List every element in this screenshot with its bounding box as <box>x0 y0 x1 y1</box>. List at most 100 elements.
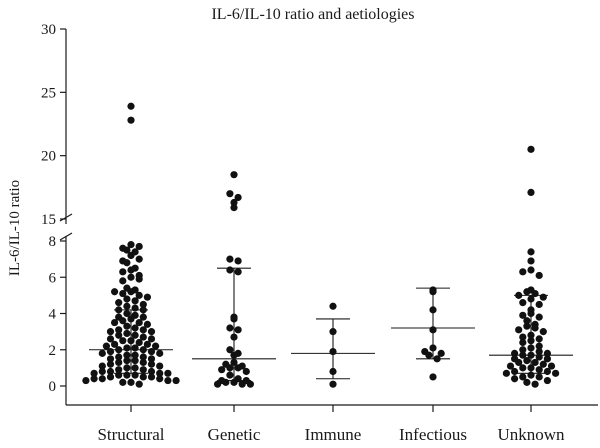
y-tick-label: 25 <box>41 85 56 101</box>
data-point <box>429 373 437 381</box>
data-point <box>139 306 147 314</box>
data-point <box>156 362 164 370</box>
data-point <box>535 335 543 343</box>
data-point <box>429 326 437 334</box>
x-tick-label: Immune <box>305 425 362 444</box>
data-point <box>164 369 172 377</box>
data-point <box>115 346 123 354</box>
data-point <box>147 335 156 343</box>
y-tick-label: 0 <box>49 379 57 395</box>
data-point <box>123 322 131 330</box>
data-point <box>143 320 151 328</box>
data-point <box>527 248 535 256</box>
data-point <box>139 300 147 309</box>
data-point <box>539 293 547 301</box>
y-tick-label: 4 <box>49 307 57 323</box>
data-point <box>111 318 119 327</box>
data-point <box>127 251 135 260</box>
data-point <box>90 375 98 383</box>
data-point <box>139 353 147 361</box>
data-point <box>156 375 164 383</box>
data-point <box>329 367 337 376</box>
y-axis-ticks: 0 2 4 6 8 15 20 25 30 <box>41 22 66 395</box>
data-point <box>106 360 115 368</box>
data-point <box>102 342 110 350</box>
y-axis-label: IL-6/IL-10 ratio <box>7 180 23 276</box>
data-point <box>242 367 250 376</box>
y-tick-label: 30 <box>41 22 56 38</box>
data-point <box>527 145 535 153</box>
data-point <box>156 369 164 377</box>
data-point <box>531 324 539 332</box>
data-point <box>82 376 90 385</box>
data-point <box>527 257 535 265</box>
data-point <box>527 344 535 352</box>
data-point <box>543 349 552 357</box>
data-point <box>230 358 238 367</box>
data-point <box>543 367 552 376</box>
data-point <box>131 351 139 359</box>
x-tick-label: Unknown <box>497 425 565 444</box>
data-point <box>127 288 135 296</box>
data-point <box>119 277 127 285</box>
data-point <box>127 378 135 386</box>
data-point <box>527 364 535 372</box>
data-point <box>230 204 238 212</box>
x-tick-label: Infectious <box>399 425 467 444</box>
data-point <box>115 306 123 314</box>
data-point <box>106 335 115 343</box>
data-point <box>535 313 543 321</box>
data-point <box>543 355 552 363</box>
data-point <box>135 291 143 299</box>
data-point <box>119 289 127 298</box>
data-point <box>111 288 119 296</box>
data-point <box>531 380 539 388</box>
data-point <box>214 380 222 388</box>
data-point <box>131 297 139 305</box>
data-point <box>226 255 234 263</box>
data-point <box>156 349 164 357</box>
data-point <box>147 367 156 376</box>
data-point <box>519 351 527 359</box>
data-point <box>115 353 123 361</box>
data-point <box>139 366 147 374</box>
data-point <box>531 289 539 298</box>
data-point <box>230 351 238 359</box>
data-point <box>135 318 143 327</box>
data-point <box>98 375 106 383</box>
data-point <box>429 306 437 314</box>
data-point <box>147 355 156 363</box>
data-point <box>106 373 115 381</box>
data-point <box>226 190 234 198</box>
data-point <box>143 293 151 301</box>
data-point <box>535 347 543 356</box>
data-point <box>535 353 543 361</box>
data-point <box>531 358 539 367</box>
data-point <box>527 188 535 196</box>
data-point <box>139 333 147 341</box>
x-tick-label: Structural <box>97 425 164 444</box>
data-point <box>329 328 337 336</box>
data-point <box>523 378 531 386</box>
data-point <box>527 371 535 379</box>
data-point <box>123 329 131 338</box>
data-point <box>115 358 123 367</box>
data-point <box>425 351 433 359</box>
data-point <box>230 171 238 179</box>
data-point <box>152 342 160 350</box>
data-point <box>127 315 135 323</box>
data-point <box>515 326 523 334</box>
data-point <box>131 324 139 332</box>
data-point <box>131 344 139 352</box>
data-point <box>519 268 527 276</box>
data-point <box>131 371 139 379</box>
data-point <box>515 291 523 299</box>
data-point <box>172 376 180 385</box>
data-point <box>506 362 515 370</box>
data-point <box>123 246 131 254</box>
data-point <box>123 357 131 365</box>
data-point <box>230 198 238 207</box>
data-point <box>127 273 135 281</box>
data-point <box>552 369 560 377</box>
